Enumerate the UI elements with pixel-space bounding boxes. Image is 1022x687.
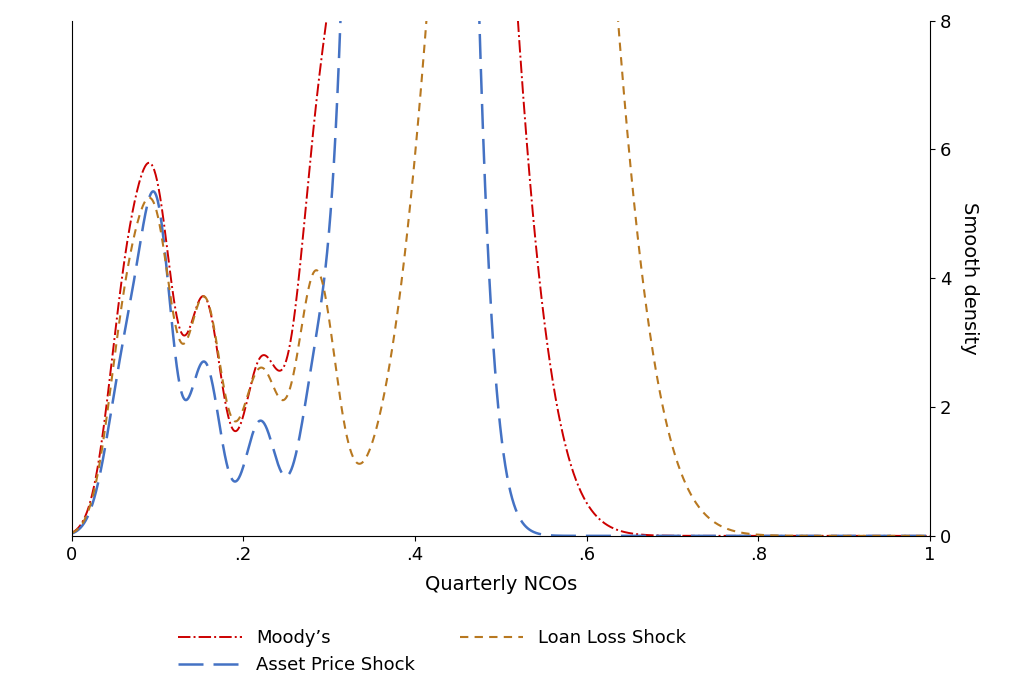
- Moody’s: [899, 532, 912, 540]
- X-axis label: Quarterly NCOs: Quarterly NCOs: [425, 575, 576, 594]
- Loan Loss Shock: [899, 532, 912, 540]
- Loan Loss Shock: [65, 529, 78, 537]
- Asset Price Shock: [483, 275, 496, 283]
- Asset Price Shock: [924, 532, 936, 540]
- Asset Price Shock: [899, 532, 912, 540]
- Loan Loss Shock: [924, 532, 936, 540]
- Moody’s: [742, 532, 754, 540]
- Asset Price Shock: [65, 530, 78, 538]
- Moody’s: [899, 532, 912, 540]
- Asset Price Shock: [742, 532, 754, 540]
- Legend: Moody’s, Asset Price Shock, Loan Loss Shock: Moody’s, Asset Price Shock, Loan Loss Sh…: [172, 622, 693, 682]
- Y-axis label: Smooth density: Smooth density: [960, 202, 979, 354]
- Asset Price Shock: [109, 381, 122, 390]
- Loan Loss Shock: [899, 532, 912, 540]
- Line: Moody’s: Moody’s: [72, 0, 930, 536]
- Moody’s: [109, 327, 122, 335]
- Loan Loss Shock: [109, 347, 122, 355]
- Asset Price Shock: [899, 532, 912, 540]
- Moody’s: [924, 532, 936, 540]
- Line: Loan Loss Shock: Loan Loss Shock: [72, 0, 930, 536]
- Loan Loss Shock: [742, 530, 754, 538]
- Line: Asset Price Shock: Asset Price Shock: [72, 0, 930, 536]
- Moody’s: [65, 529, 78, 537]
